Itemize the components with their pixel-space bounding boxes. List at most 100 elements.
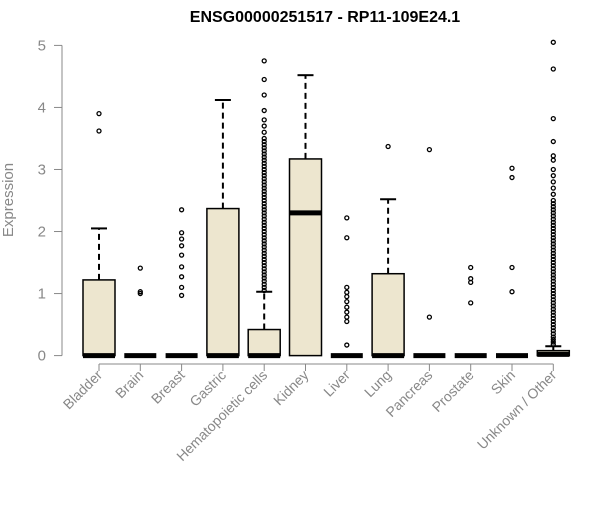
outlier-point xyxy=(344,289,350,295)
outlier-point xyxy=(550,207,556,213)
outlier-point xyxy=(261,275,267,281)
outlier-point xyxy=(261,197,267,204)
outlier-point xyxy=(344,304,350,310)
outlier-point xyxy=(385,143,391,150)
outlier-point xyxy=(344,298,350,305)
outlier-point xyxy=(261,142,267,148)
outlier-point xyxy=(550,256,556,263)
outlier-point xyxy=(261,269,267,275)
outlier-point xyxy=(344,284,350,291)
outlier-point xyxy=(509,264,515,271)
outlier-point xyxy=(344,235,350,241)
outlier-point xyxy=(550,247,556,253)
outlier-point xyxy=(261,250,267,256)
outlier-point xyxy=(261,241,267,247)
outlier-point xyxy=(550,278,556,284)
outlier-point xyxy=(550,300,556,306)
outlier-point xyxy=(178,252,185,258)
outlier-point xyxy=(261,129,267,135)
outlier-point xyxy=(261,222,267,228)
outlier-point xyxy=(550,204,556,210)
outlier-point xyxy=(137,265,143,271)
outlier-point xyxy=(550,222,556,228)
box-iqr xyxy=(247,328,281,357)
outlier-point xyxy=(261,138,267,145)
outlier-point xyxy=(261,228,267,235)
x-tick-label: Skin xyxy=(488,367,519,398)
outlier-point xyxy=(468,276,474,282)
outlier-point xyxy=(261,166,267,173)
outlier-point xyxy=(550,309,556,315)
outlier-point xyxy=(261,278,267,284)
y-tick-label: 1 xyxy=(38,286,46,303)
outlier-point xyxy=(550,241,556,247)
outlier-point xyxy=(550,325,556,331)
y-tick-label: 3 xyxy=(38,161,46,178)
outlier-point xyxy=(550,219,556,225)
outlier-point xyxy=(468,300,474,306)
outlier-point xyxy=(261,157,267,163)
outlier-point xyxy=(261,151,267,157)
outlier-point xyxy=(261,235,267,241)
outlier-point xyxy=(344,294,350,300)
outlier-point xyxy=(178,207,185,213)
outlier-point xyxy=(550,250,556,256)
outlier-point xyxy=(261,185,267,191)
outlier-point xyxy=(344,215,350,221)
outlier-point xyxy=(550,66,556,72)
outlier-point xyxy=(261,179,267,185)
outlier-point xyxy=(550,166,556,173)
outlier-point xyxy=(178,243,185,249)
box-iqr xyxy=(82,279,116,357)
outlier-point xyxy=(426,314,433,320)
outlier-point xyxy=(344,342,350,348)
outlier-point xyxy=(261,200,267,207)
outlier-point xyxy=(178,230,185,236)
outlier-point xyxy=(261,191,267,197)
y-tick-label: 0 xyxy=(38,348,46,365)
outlier-point xyxy=(550,262,556,269)
x-tick-label: Breast xyxy=(148,367,188,407)
outlier-point xyxy=(261,76,267,83)
x-tick-label: Bladder xyxy=(60,367,106,413)
box-iqr xyxy=(371,272,405,357)
outlier-point xyxy=(550,213,556,219)
outlier-point xyxy=(261,182,267,188)
outlier-point xyxy=(261,210,267,216)
outlier-point xyxy=(261,207,267,213)
outlier-point xyxy=(550,306,556,312)
outlier-point xyxy=(261,287,267,294)
outlier-point xyxy=(550,318,556,325)
outlier-point xyxy=(550,272,556,278)
outlier-point xyxy=(550,231,556,238)
outlier-point xyxy=(550,244,556,250)
x-tick-label: Liver xyxy=(320,367,353,400)
outlier-point xyxy=(261,225,267,232)
outlier-point xyxy=(261,256,267,263)
outlier-point xyxy=(96,128,102,134)
box-iqr xyxy=(206,207,240,357)
outlier-point xyxy=(550,297,556,303)
outlier-point xyxy=(137,289,143,295)
outlier-point xyxy=(261,145,267,151)
outlier-point xyxy=(261,107,267,114)
outlier-point xyxy=(261,262,267,269)
y-tick-label: 5 xyxy=(38,37,46,54)
outlier-point xyxy=(550,287,556,294)
outlier-point xyxy=(261,244,267,250)
outlier-point xyxy=(344,309,350,315)
outlier-point xyxy=(550,281,556,287)
outlier-point xyxy=(550,284,556,291)
outlier-point xyxy=(550,275,556,281)
outlier-point xyxy=(261,272,267,278)
outlier-point xyxy=(550,315,556,322)
y-axis-label: Expression xyxy=(0,163,17,237)
outlier-point xyxy=(509,174,515,181)
outlier-point xyxy=(261,176,267,182)
outlier-point xyxy=(261,213,267,219)
outlier-point xyxy=(261,169,267,176)
outlier-point xyxy=(261,216,267,222)
outlier-point xyxy=(550,341,556,348)
